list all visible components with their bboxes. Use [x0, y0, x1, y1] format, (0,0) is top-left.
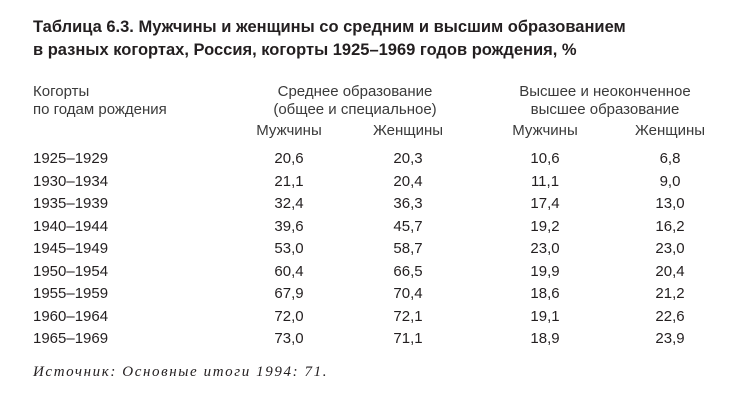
cohort-cell: 1950–1954 — [33, 262, 109, 280]
higher-men-cell: 10,6 — [530, 150, 560, 167]
cohort-header-line-2: по годам рождения — [33, 101, 167, 118]
cohort-cell: 1930–1934 — [33, 172, 109, 190]
higher-women-cell: 20,4 — [655, 262, 685, 280]
secondary-women-cell: 71,1 — [393, 330, 423, 347]
table-body: 1925–1929 20,6 20,3 10,6 6,8 1930–1934 2… — [0, 148, 756, 351]
higher-women-cell: 22,6 — [655, 307, 685, 325]
subheader-secondary-men: Мужчины — [256, 122, 322, 139]
secondary-men-cell: 60,4 — [274, 262, 304, 280]
higher-men-cell: 18,9 — [530, 330, 560, 347]
table-title: Таблица 6.3. Мужчины и женщины со средни… — [33, 16, 733, 62]
secondary-women-cell: 20,4 — [393, 172, 423, 190]
secondary-men-cell: 32,4 — [274, 195, 304, 212]
table-row: 1950–1954 60,4 66,5 19,9 20,4 — [0, 261, 756, 284]
higher-women-cell: 9,0 — [659, 172, 681, 190]
subheader-higher-women: Женщины — [634, 122, 706, 139]
higher-women-cell: 23,9 — [655, 330, 685, 347]
table-row: 1965–1969 73,0 71,1 18,9 23,9 — [0, 328, 756, 351]
secondary-header-line-2: (общее и специальное) — [273, 101, 437, 118]
cohort-cell: 1945–1949 — [33, 240, 109, 257]
higher-women-cell: 21,2 — [655, 285, 685, 302]
higher-men-cell: 19,9 — [530, 262, 560, 280]
cohort-cell: 1965–1969 — [33, 330, 109, 347]
higher-men-cell: 11,1 — [530, 172, 560, 190]
secondary-women-cell: 20,3 — [393, 150, 423, 167]
secondary-men-cell: 73,0 — [274, 330, 304, 347]
secondary-header-line-1: Среднее образование — [277, 83, 433, 100]
higher-men-cell: 19,1 — [530, 307, 560, 325]
cohort-cell: 1925–1929 — [33, 150, 109, 167]
secondary-men-cell: 53,0 — [274, 240, 304, 257]
cohort-column-header: Когорты по годам рождения — [33, 83, 167, 119]
higher-women-cell: 23,0 — [655, 240, 685, 257]
cohort-cell: 1955–1959 — [33, 285, 109, 302]
cohort-cell: 1960–1964 — [33, 307, 109, 325]
table-row: 1935–1939 32,4 36,3 17,4 13,0 — [0, 193, 756, 216]
secondary-men-cell: 72,0 — [274, 307, 304, 325]
secondary-men-cell: 20,6 — [274, 150, 304, 167]
secondary-education-header: Среднее образование (общее и специальное… — [250, 83, 460, 119]
source-note: Источник: Основные итоги 1994: 71. — [33, 364, 329, 380]
secondary-women-cell: 58,7 — [393, 240, 423, 257]
higher-men-cell: 17,4 — [530, 195, 560, 212]
higher-men-cell: 23,0 — [530, 240, 560, 257]
table-title-line-2: в разных когортах, Россия, когорты 1925–… — [33, 41, 577, 59]
higher-header-line-2: высшее образование — [530, 101, 680, 118]
secondary-women-cell: 36,3 — [393, 195, 423, 212]
cohort-cell: 1940–1944 — [33, 217, 109, 235]
secondary-women-cell: 45,7 — [393, 217, 423, 235]
secondary-men-cell: 67,9 — [274, 285, 304, 302]
higher-women-cell: 13,0 — [655, 195, 685, 212]
table-row: 1930–1934 21,1 20,4 11,1 9,0 — [0, 171, 756, 194]
table-row: 1945–1949 53,0 58,7 23,0 23,0 — [0, 238, 756, 261]
secondary-women-cell: 72,1 — [393, 307, 423, 325]
table-row: 1940–1944 39,6 45,7 19,2 16,2 — [0, 216, 756, 239]
higher-education-header: Высшее и неоконченное высшее образование — [500, 83, 710, 119]
higher-women-cell: 6,8 — [659, 150, 681, 167]
table-row: 1960–1964 72,0 72,1 19,1 22,6 — [0, 306, 756, 329]
table-row: 1955–1959 67,9 70,4 18,6 21,2 — [0, 283, 756, 306]
subheader-higher-men: Мужчины — [512, 122, 578, 139]
secondary-men-cell: 21,1 — [274, 172, 304, 190]
secondary-men-cell: 39,6 — [274, 217, 304, 235]
table-title-line-1: Таблица 6.3. Мужчины и женщины со средни… — [33, 18, 626, 36]
secondary-women-cell: 70,4 — [393, 285, 423, 302]
cohort-header-line-1: Когорты — [33, 83, 90, 100]
secondary-women-cell: 66,5 — [393, 262, 423, 280]
subheader-secondary-women: Женщины — [372, 122, 444, 139]
table-row: 1925–1929 20,6 20,3 10,6 6,8 — [0, 148, 756, 171]
higher-header-line-1: Высшее и неоконченное — [519, 83, 691, 100]
cohort-cell: 1935–1939 — [33, 195, 109, 212]
higher-men-cell: 19,2 — [530, 217, 560, 235]
higher-men-cell: 18,6 — [530, 285, 560, 302]
higher-women-cell: 16,2 — [655, 217, 685, 235]
